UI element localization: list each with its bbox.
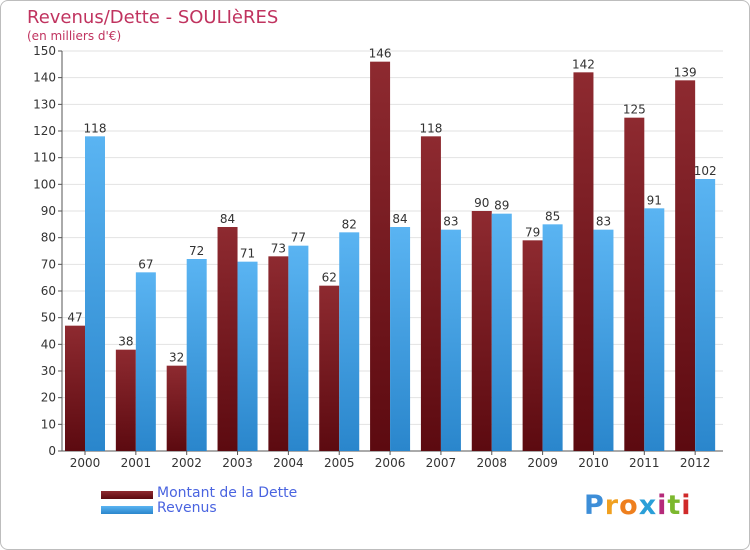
revenue-bar (542, 224, 563, 451)
debt-bar (115, 349, 136, 451)
y-tick-label: 30 (41, 364, 56, 378)
data-label: 84 (220, 212, 235, 226)
legend-swatch-dette (101, 491, 153, 499)
debt-bar (522, 240, 543, 451)
data-label: 73 (271, 241, 286, 255)
y-tick-label: 140 (33, 71, 56, 85)
y-tick-label: 0 (48, 444, 56, 458)
data-label: 139 (674, 65, 697, 79)
x-tick-label: 2002 (171, 456, 202, 470)
revenue-bar (440, 229, 461, 451)
logo-letter: r (604, 490, 620, 521)
revenue-bar (288, 245, 309, 451)
y-tick-label: 60 (41, 284, 56, 298)
revenue-bar (186, 259, 207, 451)
data-label: 72 (189, 244, 204, 258)
revenue-bar (390, 227, 411, 451)
y-tick-label: 90 (41, 204, 56, 218)
revenue-bar (85, 136, 105, 452)
data-label: 85 (545, 209, 560, 223)
x-tick-label: 2000 (70, 456, 101, 470)
debt-bar (217, 227, 238, 451)
legend-swatch-revenus (101, 506, 153, 514)
data-label: 47 (67, 311, 82, 325)
data-label: 38 (118, 335, 133, 349)
revenue-bar (593, 229, 614, 451)
labels: 0 10 20 30 40 50 60 70 80 90 100 110 120 130 140 150 47 1… (33, 44, 717, 470)
legend-label-revenus: Revenus (157, 500, 217, 516)
y-tick-label: 120 (33, 124, 56, 138)
x-tick-label: 2009 (527, 456, 558, 470)
logo-letter: i (681, 490, 692, 521)
chart-title: Revenus/Dette - SOULIèRES (27, 7, 279, 28)
data-label: 89 (494, 199, 509, 213)
revenue-bar (491, 213, 512, 451)
y-tick-label: 40 (41, 337, 56, 351)
logo-letter: x (638, 490, 658, 521)
revenue-bar (695, 179, 716, 451)
y-tick-label: 110 (33, 151, 56, 165)
proxiti-logo: Proxiti (584, 490, 692, 521)
data-label: 83 (443, 215, 458, 229)
legend-label-dette: Montant de la Dette (157, 485, 298, 501)
data-label: 91 (647, 193, 662, 207)
x-tick-label: 2005 (324, 456, 355, 470)
revenue-bar (339, 232, 360, 451)
data-label: 32 (169, 351, 184, 365)
data-label: 84 (392, 212, 407, 226)
data-label: 142 (572, 57, 595, 71)
data-label: 146 (369, 47, 392, 61)
data-label: 71 (240, 247, 255, 261)
x-tick-label: 2011 (629, 456, 660, 470)
debt-bar (319, 285, 340, 451)
debt-bar (420, 136, 441, 452)
debt-bar (370, 61, 391, 452)
data-label: 102 (694, 164, 717, 178)
bars (65, 61, 716, 452)
y-tick-label: 70 (41, 257, 56, 271)
data-label: 125 (623, 103, 646, 117)
logo-letter: i (657, 490, 668, 521)
logo-letter: P (584, 490, 605, 521)
debt-bar (65, 325, 85, 451)
data-label: 62 (322, 271, 337, 285)
debt-bar (166, 365, 187, 451)
revenue-bar (644, 208, 665, 451)
x-tick-label: 2004 (273, 456, 304, 470)
y-tick-label: 80 (41, 231, 56, 245)
x-tick-label: 2012 (680, 456, 711, 470)
x-tick-label: 2006 (375, 456, 406, 470)
x-tick-label: 2007 (426, 456, 457, 470)
debt-bar (675, 80, 696, 451)
debt-bar (268, 256, 289, 451)
y-tick-label: 10 (41, 417, 56, 431)
debt-bar (573, 72, 594, 451)
y-tick-label: 150 (33, 44, 56, 58)
logo-letter: o (619, 490, 639, 521)
revenue-bar (237, 261, 258, 451)
logo-letter: t (667, 490, 682, 521)
data-label: 118 (84, 121, 107, 135)
x-tick-label: 2010 (578, 456, 609, 470)
debt-bar (624, 117, 645, 452)
data-label: 77 (291, 231, 306, 245)
data-label: 83 (596, 215, 611, 229)
data-label: 82 (342, 217, 357, 231)
y-tick-label: 100 (33, 177, 56, 191)
x-tick-label: 2008 (476, 456, 507, 470)
y-tick-label: 20 (41, 391, 56, 405)
data-label: 90 (474, 196, 489, 210)
chart-subtitle: (en milliers d'€) (27, 29, 122, 43)
data-label: 79 (525, 225, 540, 239)
x-tick-label: 2001 (121, 456, 152, 470)
data-label: 67 (138, 257, 153, 271)
y-tick-label: 50 (41, 311, 56, 325)
debt-bar (471, 211, 492, 451)
y-tick-label: 130 (33, 97, 56, 111)
data-label: 118 (419, 121, 442, 135)
revenue-bar (135, 272, 156, 451)
x-tick-label: 2003 (222, 456, 253, 470)
